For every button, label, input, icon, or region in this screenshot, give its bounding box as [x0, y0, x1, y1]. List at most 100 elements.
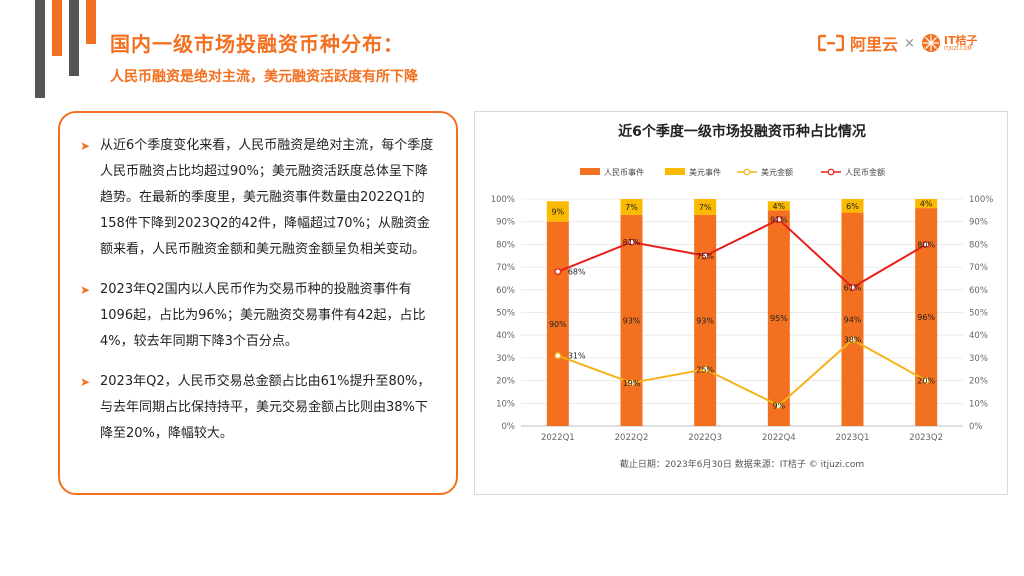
line-point	[775, 215, 783, 223]
bullet-arrow-icon: ➤	[80, 283, 91, 297]
line-point	[701, 365, 709, 373]
bar-segment	[841, 199, 864, 213]
legend-label: 人民币事件	[604, 167, 644, 177]
page-title: 国内一级市场投融资币种分布：	[110, 32, 404, 56]
x-tick-label: 2022Q2	[615, 433, 649, 443]
legend-marker	[743, 168, 751, 176]
chart-title: 近6个季度一级市场投融资币种占比情况	[618, 123, 866, 140]
y-tick-label-left: 100%	[491, 195, 515, 205]
y-tick-label-right: 60%	[969, 286, 988, 296]
line-data-label: 25%	[696, 365, 714, 374]
bar-segment	[546, 201, 569, 222]
line-data-label: 75%	[696, 252, 714, 261]
x-tick-label: 2022Q1	[541, 433, 575, 443]
bar-segment	[694, 199, 717, 215]
line-point	[628, 238, 635, 246]
bullet-item: ➤ 2023年Q2国内以人民币作为交易币种的投融资事件有1096起，占比为96%…	[80, 277, 440, 355]
bullet-text: 从近6个季度变化来看，人民币融资是绝对主流，每个季度人民币融资占比均超过90%；…	[100, 138, 434, 257]
aliyun-logo-text: 阿里云	[850, 35, 899, 54]
line-point	[849, 336, 856, 344]
y-tick-label-right: 50%	[969, 309, 988, 319]
aliyun-logo-icon	[818, 34, 844, 52]
legend-label: 美元金额	[761, 167, 793, 177]
bar-data-label: 7%	[625, 203, 638, 212]
bar-data-label: 6%	[846, 202, 859, 211]
bar-data-label: 94%	[844, 315, 862, 324]
bar-data-label: 7%	[699, 203, 712, 212]
line-point	[775, 402, 783, 410]
y-tick-label-right: 20%	[969, 377, 988, 387]
logo-separator: ×	[904, 35, 915, 51]
y-tick-label-left: 30%	[496, 354, 515, 364]
y-tick-label-right: 70%	[969, 263, 988, 273]
line-data-label: 19%	[623, 379, 641, 388]
bar-data-label: 95%	[770, 314, 788, 323]
line-point	[922, 377, 930, 385]
legend-label: 美元事件	[689, 167, 721, 177]
bullet-arrow-icon: ➤	[80, 139, 91, 153]
bar-data-label: 4%	[920, 200, 933, 209]
legend-swatch	[580, 168, 600, 175]
bar-data-label: 93%	[623, 316, 641, 325]
line-point	[554, 268, 562, 276]
line-data-label: 68%	[568, 268, 586, 277]
bullet-item: ➤ 2023年Q2，人民币交易总金额占比由61%提升至80%，与去年同期占比保持…	[80, 369, 440, 447]
brand-logos: 阿里云 × IT桔子 ITJUZI.COM	[818, 30, 978, 56]
line-point	[628, 379, 635, 387]
legend-label: 人民币金额	[845, 167, 885, 177]
y-tick-label-right: 90%	[969, 218, 988, 228]
bullet-item: ➤ 从近6个季度变化来看，人民币融资是绝对主流，每个季度人民币融资占比均超过90…	[80, 133, 440, 263]
y-tick-label-right: 80%	[969, 240, 988, 250]
itjuzi-logo: IT桔子 ITJUZI.COM	[921, 33, 978, 53]
bar-segment	[841, 212, 864, 426]
decor-bar-gray-2	[69, 0, 79, 76]
x-tick-label: 2022Q3	[688, 433, 722, 443]
line-data-label: 38%	[844, 336, 862, 345]
y-tick-label-right: 30%	[969, 354, 988, 364]
y-tick-label-left: 60%	[496, 286, 515, 296]
line-data-label: 31%	[568, 352, 586, 361]
line-data-label: 9%	[772, 402, 785, 411]
bar-data-label: 96%	[917, 313, 935, 322]
line-point	[554, 352, 562, 360]
x-tick-label: 2022Q4	[762, 433, 796, 443]
line-data-label: 81%	[623, 238, 641, 247]
bar-segment	[915, 208, 938, 426]
source-note: 截止日期：2023年6月30日 数据来源：IT桔子 © itjuzi.com	[620, 458, 864, 470]
series-line	[557, 218, 927, 289]
bullet-text: 2023年Q2，人民币交易总金额占比由61%提升至80%，与去年同期占比保持持平…	[100, 374, 431, 441]
bar-data-label: 90%	[549, 320, 567, 329]
bar-segment	[620, 214, 643, 426]
y-tick-label-left: 80%	[496, 240, 515, 250]
bullet-text: 2023年Q2国内以人民币作为交易币种的投融资事件有1096起，占比为96%；美…	[100, 282, 426, 349]
x-tick-label: 2023Q2	[909, 433, 943, 443]
bar-segment	[620, 199, 643, 215]
line-point	[849, 284, 856, 291]
summary-textbox: ➤ 从近6个季度变化来看，人民币融资是绝对主流，每个季度人民币融资占比均超过90…	[58, 111, 458, 495]
bar-data-label: 9%	[551, 207, 564, 216]
line-data-label: 80%	[917, 240, 935, 249]
line-point	[701, 252, 709, 260]
line-data-label: 91%	[770, 215, 788, 224]
y-tick-label-right: 10%	[969, 399, 988, 409]
page-subtitle: 人民币融资是绝对主流，美元融资活跃度有所下降	[110, 69, 418, 85]
y-tick-label-right: 100%	[969, 195, 993, 205]
chart-panel: 近6个季度一级市场投融资币种占比情况 人民币事件 美元事件 美元金额 人民币金额 0% 0%…	[474, 111, 1008, 495]
legend-swatch	[665, 168, 685, 175]
decor-bar-orange	[52, 0, 62, 56]
y-tick-label-right: 0%	[969, 422, 983, 432]
line-data-label: 20%	[917, 377, 935, 386]
legend-marker	[827, 168, 835, 176]
decor-bar-orange-2	[86, 0, 96, 44]
orange-slice-icon	[921, 34, 940, 52]
bar-data-label: 93%	[696, 316, 714, 325]
bar-data-label: 4%	[772, 202, 785, 211]
y-tick-label-right: 40%	[969, 331, 988, 341]
bar-segment	[915, 199, 938, 209]
y-tick-label-left: 40%	[496, 331, 515, 341]
y-tick-label-left: 90%	[496, 218, 515, 228]
y-tick-label-left: 50%	[496, 309, 515, 319]
bullet-arrow-icon: ➤	[80, 375, 91, 389]
line-data-label: 61%	[844, 284, 862, 293]
